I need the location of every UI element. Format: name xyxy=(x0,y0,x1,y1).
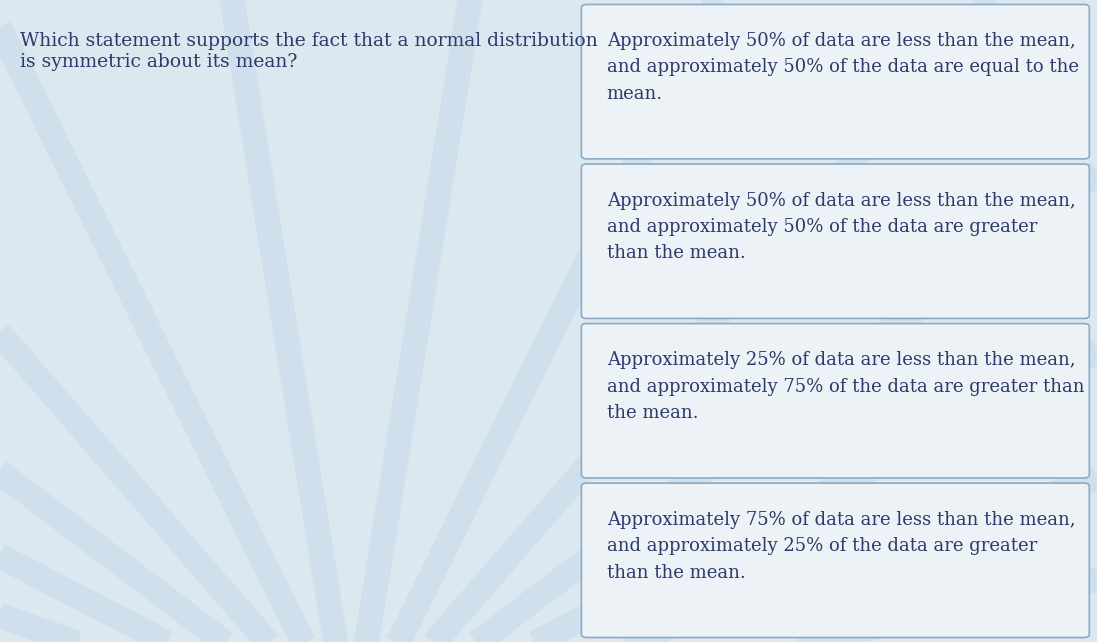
FancyBboxPatch shape xyxy=(581,4,1089,159)
Text: Approximately 75% of data are less than the mean,
and approximately 25% of the d: Approximately 75% of data are less than … xyxy=(607,511,1075,582)
FancyBboxPatch shape xyxy=(581,164,1089,318)
FancyBboxPatch shape xyxy=(581,483,1089,638)
Text: Which statement supports the fact that a normal distribution
is symmetric about : Which statement supports the fact that a… xyxy=(20,32,598,71)
Text: Approximately 25% of data are less than the mean,
and approximately 75% of the d: Approximately 25% of data are less than … xyxy=(607,351,1084,422)
FancyBboxPatch shape xyxy=(581,324,1089,478)
Text: Approximately 50% of data are less than the mean,
and approximately 50% of the d: Approximately 50% of data are less than … xyxy=(607,191,1075,263)
Text: Approximately 50% of data are less than the mean,
and approximately 50% of the d: Approximately 50% of data are less than … xyxy=(607,32,1078,103)
